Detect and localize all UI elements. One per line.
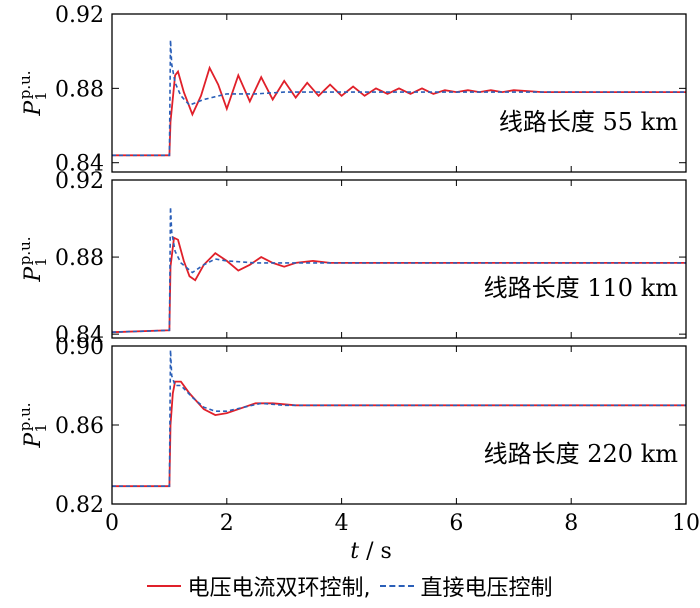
x-tick-label: 2 [220,511,234,536]
panel1-ylabel: P1p.u. [16,70,50,116]
legend-swatch-solid [147,585,182,587]
panel2-annotation: 线路长度 110 km [484,274,679,302]
panel3-ytick-label: 0.90 [55,335,104,360]
panel2-ytick-label: 0.92 [55,169,104,194]
x-tick-label: 4 [335,511,349,536]
x-axis-label: t / s [350,539,392,564]
panel3-series-2-line [112,349,686,487]
legend-item-series1: 电压电流双环控制, [147,570,370,602]
panel2-ytick-label: 0.88 [55,246,104,271]
legend-swatch-dotted [380,585,415,587]
panel3-ylabel: P1p.u. [16,402,50,448]
panel1-ytick-label: 0.84 [55,152,104,177]
x-tick-label: 0 [105,511,119,536]
chart-legend: 电压电流双环控制, 直接电压控制 [0,570,700,602]
panel2-ylabel: P1p.u. [16,236,50,282]
panel1-frame [111,13,687,173]
panel2-series-2-line [111,206,686,333]
legend-label-series1: 电压电流双环控制, [187,576,371,601]
x-tick-label: 10 [672,511,700,536]
panel1-ytick-label: 0.88 [55,77,104,102]
panel3-ytick-label: 0.86 [55,414,104,439]
panel1-ytick-label: 0.92 [55,3,104,28]
panel3-series-1-line [112,380,686,488]
legend-label-series2: 直接电压控制 [420,576,553,601]
legend-item-series2: 直接电压控制 [370,570,553,602]
panel2-ytick-label: 0.84 [55,323,104,348]
panel3-annotation: 线路长度 220 km [484,440,679,468]
x-tick-label: 6 [449,511,463,536]
panel1-series-1-line [112,65,686,157]
x-tick-label: 8 [564,511,578,536]
panel3-frame [111,345,687,505]
panel3-ytick-label: 0.82 [55,493,104,518]
panel1-series-2-line [112,39,686,157]
panel1-annotation: 线路长度 55 km [499,108,678,136]
panel2-frame [111,179,687,339]
